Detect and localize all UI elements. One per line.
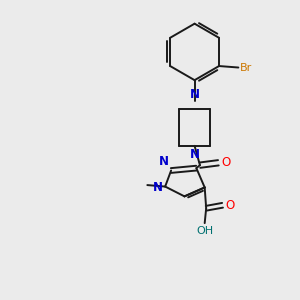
Text: N: N [190,88,200,101]
Text: N: N [190,148,200,161]
Text: Br: Br [240,62,252,73]
Text: O: O [221,156,231,169]
Text: N: N [159,154,169,167]
Text: OH: OH [197,226,214,236]
Text: N: N [153,181,163,194]
Text: O: O [226,199,235,212]
